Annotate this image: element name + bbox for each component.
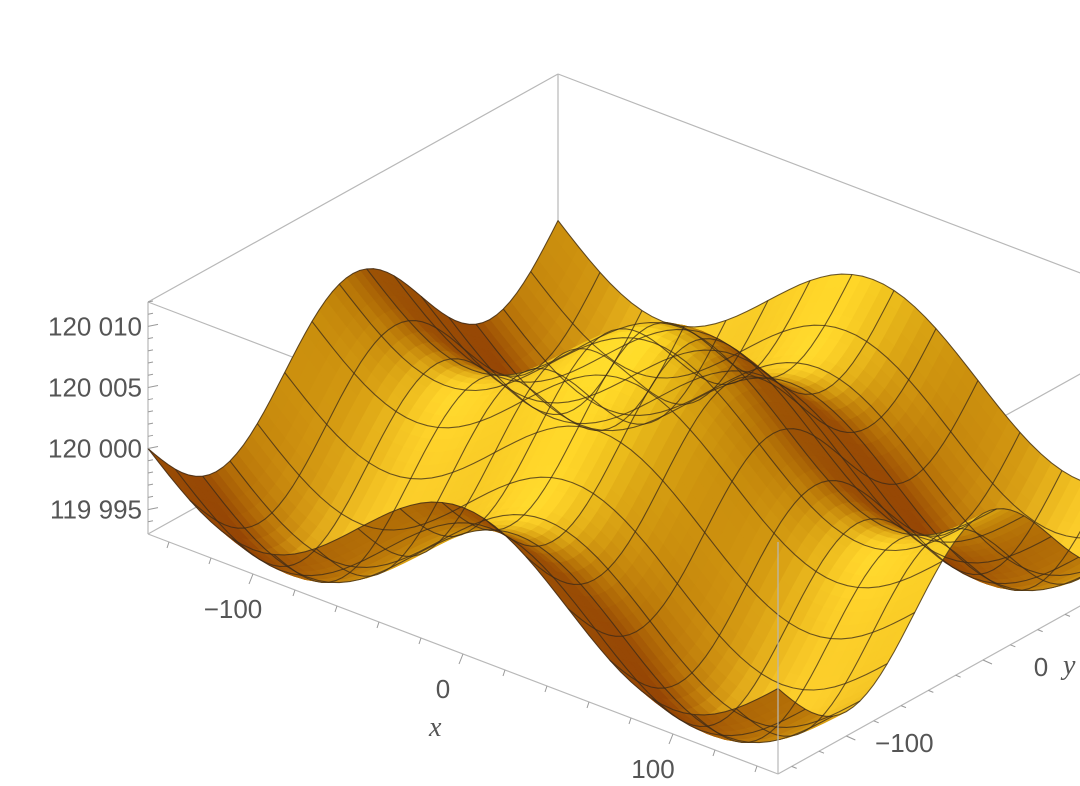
- mesh-line-y: [448, 316, 1079, 585]
- x-tick-mark: [376, 621, 380, 629]
- y-axis-label: y: [1060, 650, 1076, 681]
- y-tick-label: 0: [1034, 652, 1048, 682]
- x-tick-mark: [502, 669, 506, 677]
- x-axis-ticks: −100 0 100: [166, 541, 758, 784]
- x-tick-mark: [334, 605, 338, 613]
- mesh-line-x: [735, 528, 1080, 737]
- x-tick-label: 0: [436, 674, 450, 704]
- mesh-line-y: [338, 283, 970, 552]
- box-edge: [557, 73, 1080, 274]
- z-tick-mark: [147, 384, 159, 388]
- z-tick-mark: [147, 349, 154, 352]
- z-tick-label: 120 000: [48, 434, 142, 464]
- y-tick-mark: [928, 689, 934, 693]
- mesh-line-x: [399, 280, 811, 537]
- x-tick-mark: [458, 653, 464, 665]
- z-tick-mark: [147, 373, 154, 376]
- mesh-line-y: [256, 423, 888, 691]
- mesh-line-y: [557, 220, 1080, 481]
- x-tick-mark: [208, 557, 212, 565]
- z-tick-label: 120 005: [48, 372, 142, 402]
- mesh-line-x: [777, 508, 1080, 717]
- mesh-line-x: [609, 432, 1021, 689]
- y-tick-mark: [818, 750, 825, 754]
- z-axis-ticks: 120 010 120 005 120 000 119 995: [48, 300, 159, 525]
- x-tick-mark: [544, 685, 548, 693]
- z-tick-mark: [147, 446, 159, 450]
- y-tick-label: −100: [875, 728, 934, 758]
- z-tick-mark: [147, 471, 154, 474]
- mesh-line-y: [502, 308, 1080, 576]
- mesh-line-y: [393, 275, 1025, 543]
- x-axis-label: x: [428, 712, 442, 743]
- mesh-line-y: [174, 468, 806, 737]
- mesh-line-y: [147, 448, 779, 716]
- x-tick-mark: [754, 765, 758, 773]
- z-tick-mark: [147, 459, 154, 462]
- surface-patch: [1072, 510, 1080, 526]
- z-tick-mark: [147, 483, 154, 486]
- z-tick-mark: [147, 337, 154, 340]
- mesh-line-x: [273, 326, 685, 583]
- mesh-line-x: [525, 328, 937, 585]
- mesh-line-x: [357, 300, 769, 557]
- x-tick-mark: [418, 637, 422, 645]
- z-tick-mark: [147, 398, 154, 401]
- surface-patch: [154, 454, 173, 474]
- z-tick-mark: [147, 507, 159, 511]
- mesh-line-y: [311, 321, 943, 589]
- x-tick-mark: [712, 749, 716, 757]
- x-tick-label: 100: [631, 754, 674, 784]
- x-tick-mark: [248, 573, 254, 585]
- mesh-line-x: [693, 530, 1080, 743]
- x-tick-mark: [166, 541, 170, 549]
- mesh-line-y: [284, 372, 915, 640]
- z-tick-mark: [147, 434, 154, 437]
- box-edge: [147, 73, 559, 303]
- y-tick-mark: [1064, 613, 1071, 617]
- z-tick-mark: [147, 300, 154, 303]
- z-tick-mark: [147, 410, 154, 413]
- mesh-line-y: [202, 475, 833, 744]
- mesh-line-x: [147, 220, 559, 477]
- x-tick-mark: [586, 701, 590, 709]
- z-tick-label: 119 995: [50, 495, 142, 525]
- mesh-line-x: [189, 272, 601, 529]
- mesh-line-y: [366, 268, 997, 536]
- x-tick-mark: [628, 717, 632, 725]
- z-tick-mark: [147, 495, 154, 498]
- y-tick-mark: [1037, 629, 1043, 633]
- mesh-line-x: [483, 290, 895, 547]
- z-tick-mark: [147, 361, 154, 364]
- surface-patch: [1075, 486, 1080, 497]
- mesh-line-x: [231, 310, 643, 567]
- x-tick-mark: [668, 733, 674, 745]
- z-tick-mark: [147, 422, 154, 425]
- y-tick-mark: [900, 705, 907, 709]
- mesh-line-x: [441, 274, 853, 531]
- mesh-line-x: [315, 320, 727, 577]
- y-tick-mark: [791, 765, 797, 769]
- z-tick-label: 120 010: [48, 311, 142, 341]
- mesh-line-y: [229, 460, 861, 728]
- mesh-line-y: [530, 271, 1080, 539]
- y-tick-mark: [955, 674, 961, 678]
- z-tick-mark: [147, 323, 159, 327]
- z-tick-mark: [147, 520, 154, 523]
- y-tick-mark: [846, 735, 856, 741]
- mesh-line-x: [651, 470, 1063, 727]
- x-tick-label: −100: [204, 594, 263, 624]
- surface-mesh: [147, 219, 1080, 744]
- mesh-line-x: [567, 380, 979, 637]
- y-tick-mark: [873, 720, 879, 724]
- z-tick-mark: [147, 312, 154, 315]
- y-tick-mark: [1010, 644, 1016, 648]
- x-tick-mark: [292, 589, 296, 597]
- mesh-line-y: [420, 296, 1052, 564]
- y-tick-mark: [982, 659, 993, 665]
- mesh-line-y: [475, 323, 1080, 592]
